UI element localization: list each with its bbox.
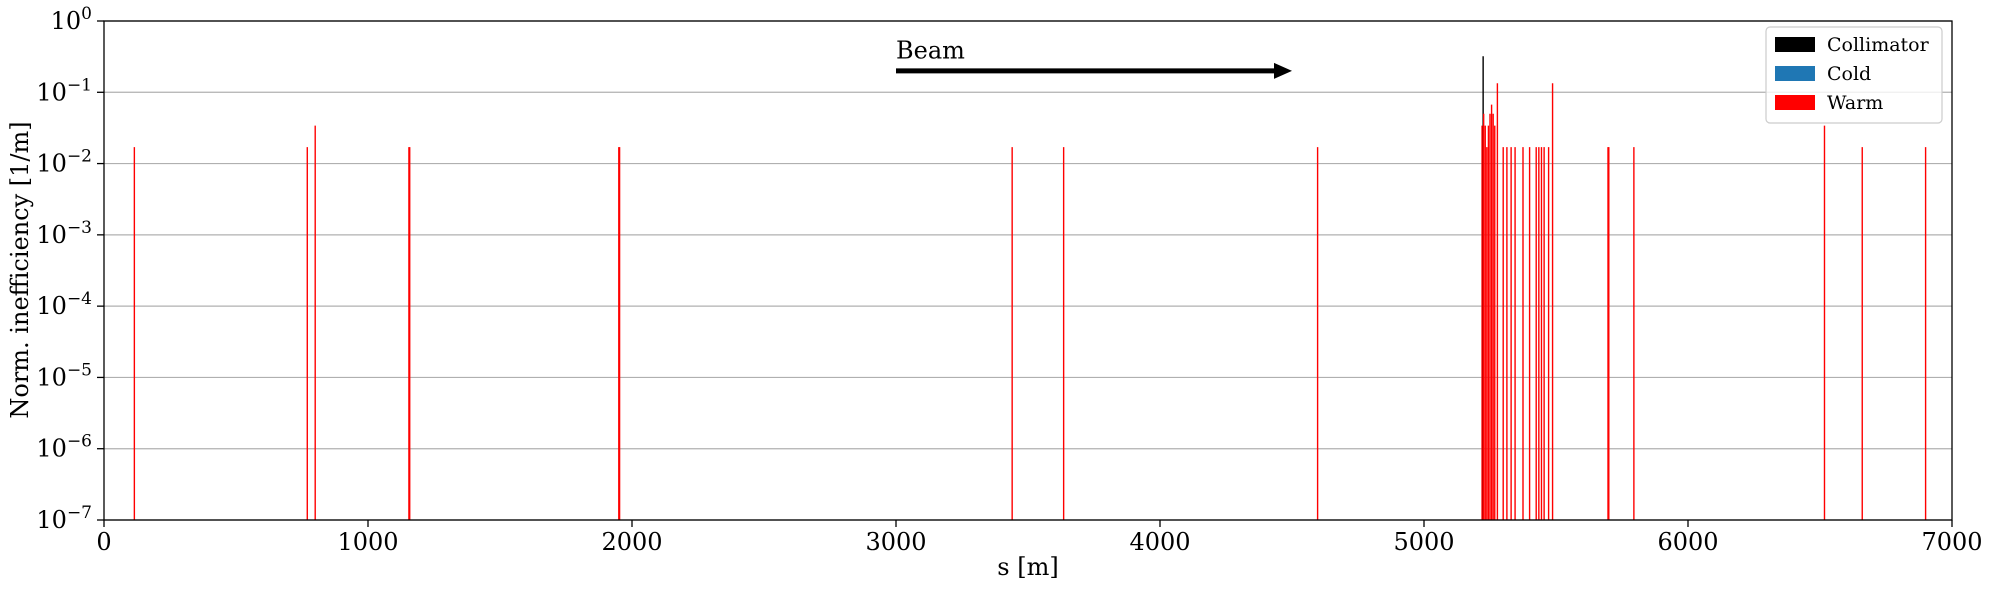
legend-label-warm: Warm <box>1827 92 1883 114</box>
y-axis-label: Norm. inefficiency [1/m] <box>6 121 34 418</box>
x-tick-label: 4000 <box>1129 528 1190 556</box>
y-tick-label: 10−5 <box>36 360 92 391</box>
y-tick-label: 10−6 <box>36 432 92 463</box>
plot-area <box>103 20 1953 521</box>
legend-swatch-cold <box>1775 66 1815 81</box>
legend-label-collimator: Collimator <box>1827 34 1930 56</box>
beam-annotation: Beam <box>896 36 1292 79</box>
y-tick-label: 10−7 <box>36 503 92 534</box>
x-tick-label: 6000 <box>1657 528 1718 556</box>
x-tick-label: 1000 <box>337 528 398 556</box>
y-tick-label: 10−1 <box>36 75 92 106</box>
x-tick-label: 7000 <box>1921 528 1982 556</box>
legend-swatch-collimator <box>1775 37 1815 52</box>
x-axis-label: s [m] <box>997 553 1058 581</box>
x-tick-label: 0 <box>96 528 111 556</box>
y-tick-label: 10−3 <box>36 218 92 249</box>
beam-arrow-head <box>1274 62 1292 79</box>
y-tick-label: 10−4 <box>36 289 92 320</box>
x-axis: 0 1000 2000 3000 4000 5000 6000 7000 <box>96 520 1983 556</box>
x-tick-label: 2000 <box>601 528 662 556</box>
y-tick-label: 100 <box>51 4 92 35</box>
legend-swatch-warm <box>1775 95 1815 110</box>
y-tick-label: 10−2 <box>36 147 92 178</box>
x-tick-label: 5000 <box>1393 528 1454 556</box>
x-tick-label: 3000 <box>865 528 926 556</box>
legend-label-cold: Cold <box>1827 63 1871 85</box>
y-axis: 10−7 10−6 10−5 10−4 10−3 10−2 10−1 100 <box>36 4 104 534</box>
plot-frame <box>103 20 1953 521</box>
beam-label: Beam <box>896 36 965 64</box>
legend: Collimator Cold Warm <box>1765 26 1943 124</box>
